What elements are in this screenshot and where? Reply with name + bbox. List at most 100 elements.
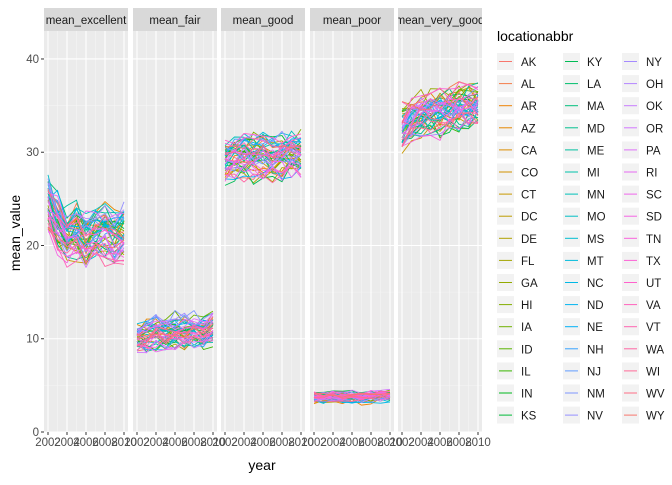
legend-item-ar: AR	[497, 97, 537, 115]
series-line-wi	[401, 113, 479, 141]
series-line-ri	[47, 192, 125, 226]
legend-label: KY	[587, 57, 603, 69]
legend-item-id: ID	[497, 340, 533, 358]
y-axis: 0 10 20 30 40	[26, 54, 44, 439]
legend-item-co: CO	[497, 163, 538, 181]
legend-item-nj: NJ	[563, 362, 601, 380]
legend-item-or: OR	[622, 119, 663, 137]
series-line-ok	[224, 148, 302, 171]
legend-item-la: LA	[563, 75, 601, 93]
series-line-wv	[314, 393, 391, 400]
series-line-wy	[224, 136, 302, 150]
legend-label: VT	[646, 322, 661, 334]
legend-item-va: VA	[622, 296, 661, 314]
legend-label: NV	[587, 411, 603, 423]
series-line-pa	[136, 318, 214, 336]
legend-item-hi: HI	[497, 296, 533, 314]
legend-item-me: ME	[563, 141, 605, 159]
legend-title: locationabbr	[497, 28, 574, 44]
series-line-wv	[224, 143, 302, 163]
legend-label: CA	[521, 145, 537, 157]
legend-label: MN	[587, 190, 605, 202]
legend-item-nv: NV	[563, 406, 603, 424]
legend-item-wi: WI	[622, 362, 660, 380]
x-tick-label: 2010	[111, 437, 137, 449]
series-line-nc	[401, 99, 479, 128]
x-tick-label: 2006	[73, 437, 99, 449]
series-line-mi	[136, 336, 214, 349]
facet-strip	[133, 8, 217, 31]
series-line-vt	[47, 226, 125, 263]
facet-strip	[44, 8, 128, 31]
legend-item-ak: AK	[497, 53, 537, 70]
series-line-tn	[401, 117, 479, 147]
legend-item-vt: VT	[622, 318, 661, 336]
legend-item-ma: MA	[563, 97, 605, 115]
legend-item-fl: FL	[497, 251, 535, 269]
x-tick-label: 2002	[389, 437, 415, 449]
legend-item-az: AZ	[497, 119, 536, 137]
legend-label: FL	[521, 256, 535, 268]
legend-item-in: IN	[497, 384, 533, 402]
legend-label: NY	[646, 57, 662, 69]
series-line-tx	[224, 137, 302, 149]
legend-item-wy: WY	[622, 406, 665, 424]
series-line-wa	[314, 395, 391, 402]
series-line-nh	[224, 137, 302, 156]
legend-label: AL	[521, 79, 536, 91]
x-tick-label: 2004	[231, 437, 257, 449]
legend-label: TX	[646, 256, 661, 268]
legend-item-mi: MI	[563, 163, 600, 181]
legend-label: SD	[646, 212, 662, 224]
legend-label: PA	[646, 145, 661, 157]
series-line-sc	[224, 161, 302, 180]
series-line-vt	[136, 324, 214, 343]
series-line-sc	[136, 330, 214, 353]
series-line-or	[47, 231, 125, 269]
facet-strip-label: mean_poor	[323, 15, 381, 27]
series-line-wi	[313, 392, 391, 397]
facet-panel-mean-fair: mean_fair	[133, 8, 217, 433]
legend-label: IN	[521, 389, 533, 401]
series-line-ut	[47, 216, 125, 255]
legend-item-ok: OK	[622, 97, 663, 115]
y-tick-label: 10	[26, 334, 39, 346]
series-line-or	[136, 331, 214, 354]
series-line-or	[313, 388, 391, 396]
series-line-nj	[224, 153, 302, 172]
x-tick-label: 2010	[377, 437, 403, 449]
y-tick-label: 20	[26, 240, 39, 252]
legend-label: CO	[521, 168, 538, 180]
x-tick-label: 2006	[250, 437, 276, 449]
facet-strip-label: mean_good	[233, 15, 294, 27]
legend-item-tx: TX	[622, 251, 661, 269]
x-axis-title: year	[248, 457, 276, 473]
series-line-va	[224, 141, 302, 158]
series-line-ut	[224, 133, 302, 145]
series-line-sc	[401, 101, 479, 135]
legend-label: ME	[587, 145, 605, 157]
x-tick-label: 2010	[288, 437, 314, 449]
y-tick-label: 30	[26, 147, 39, 159]
legend-item-nm: NM	[563, 384, 605, 402]
legend-item-ny: NY	[622, 53, 662, 70]
legend-label: OK	[646, 101, 663, 113]
series-line-wa	[47, 223, 125, 267]
x-tick-label: 2002	[301, 437, 327, 449]
series-line-wy	[47, 226, 125, 265]
legend-item-sd: SD	[622, 207, 662, 225]
legend-label: GA	[521, 278, 538, 290]
y-axis-title: mean_value	[7, 195, 23, 271]
series-line-wa	[224, 165, 302, 184]
series-line-wi	[47, 188, 125, 237]
x-tick-label: 2006	[339, 437, 365, 449]
facet-panels: mean_excellent mean_fair mean_good mean_poo…	[44, 8, 482, 433]
legend-label: NH	[587, 344, 604, 356]
series-line-nv	[401, 100, 479, 130]
legend-label: ND	[587, 300, 604, 312]
legend-item-ga: GA	[497, 274, 538, 291]
facet-strip	[221, 8, 305, 31]
legend-label: IL	[521, 366, 531, 378]
legend-item-nd: ND	[563, 296, 604, 314]
